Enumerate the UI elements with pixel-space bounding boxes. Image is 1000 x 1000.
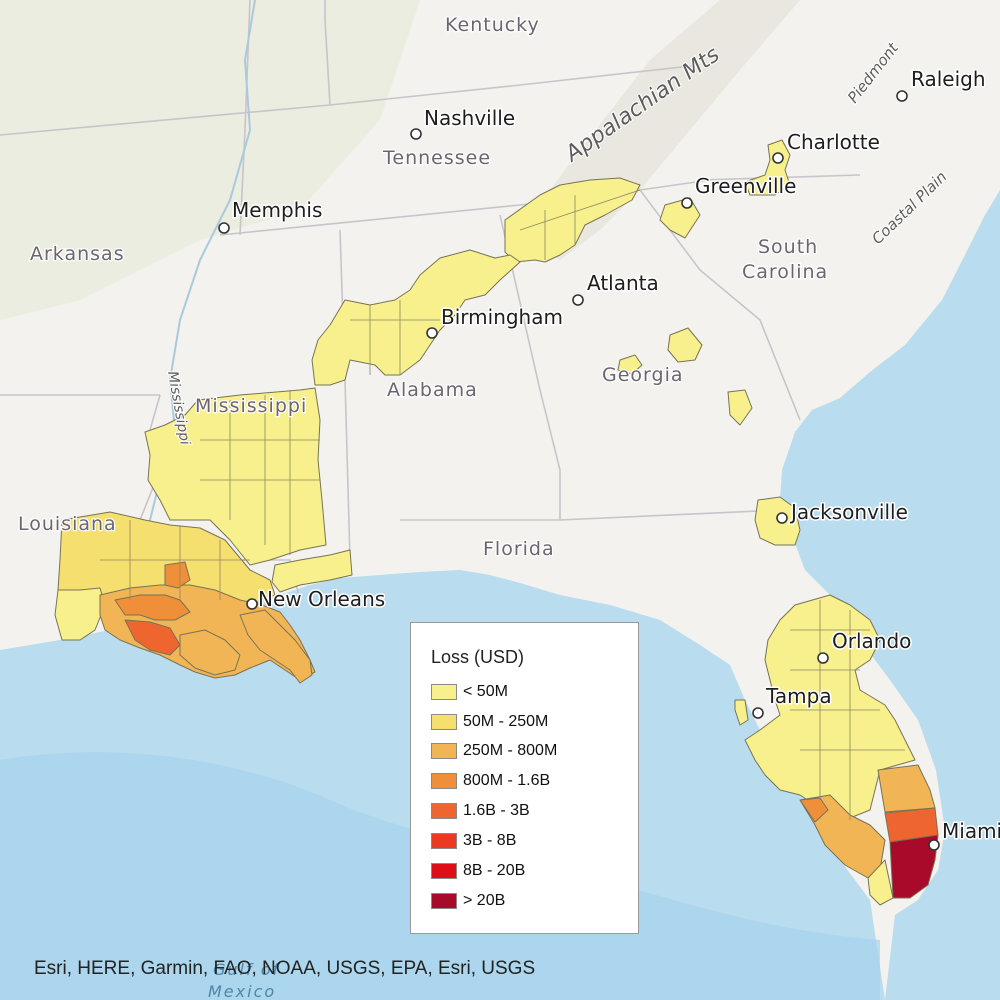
region-collier-south[interactable] [867, 859, 894, 906]
label-tennessee: Tennessee [382, 147, 491, 169]
legend-item: < 50M [431, 681, 508, 703]
region-louisiana-stcharles[interactable] [164, 561, 191, 589]
marker-charlotte [772, 152, 784, 164]
marker-greenville [681, 197, 693, 209]
legend-swatch [431, 893, 457, 909]
marker-atlanta [572, 294, 584, 306]
label-mississippi: Mississippi [195, 395, 307, 417]
region-appalachian-corridor[interactable] [504, 177, 641, 263]
region-mississippi[interactable] [144, 387, 327, 566]
label-miami: Miami [942, 819, 1000, 843]
region-georgia-1[interactable] [667, 327, 703, 363]
legend-swatch [431, 773, 457, 789]
legend-swatch [431, 833, 457, 849]
legend-item: 8B - 20B [431, 860, 525, 882]
region-georgia-2[interactable] [617, 354, 643, 375]
legend-item: 250M - 800M [431, 740, 557, 762]
label-alabama: Alabama [387, 379, 478, 401]
map-attribution[interactable]: Esri, HERE, Garmin, FAO, NOAA, USGS, EPA… [34, 958, 536, 979]
marker-memphis [218, 222, 230, 234]
label-greenville: Greenville [695, 174, 796, 198]
region-southwest-coast[interactable] [799, 797, 829, 823]
terrain-green [0, 0, 420, 320]
legend-item: 1.6B - 3B [431, 800, 530, 822]
label-atlanta: Atlanta [587, 271, 659, 295]
map-legend: Loss (USD) < 50M 50M - 250M 250M - 800M … [410, 622, 639, 934]
region-louisiana-plaquemines[interactable] [239, 609, 313, 684]
legend-label: < 50M [463, 683, 508, 700]
region-georgia-3[interactable] [727, 389, 753, 426]
legend-title: Loss (USD) [431, 647, 525, 667]
marker-new-orleans [246, 598, 258, 610]
state-labels: Kentucky Tennessee Arkansas South Caroli… [17, 13, 829, 562]
marker-birmingham [426, 327, 438, 339]
label-georgia: Georgia [602, 364, 684, 386]
label-new-orleans: New Orleans [258, 587, 385, 611]
label-orlando: Orlando [832, 629, 911, 653]
label-nashville: Nashville [424, 106, 515, 130]
marker-miami [928, 839, 940, 851]
marker-orlando [817, 652, 829, 664]
legend-item: 800M - 1.6B [431, 770, 550, 792]
label-tampa: Tampa [765, 684, 832, 708]
legend-swatch [431, 714, 457, 730]
label-charlotte: Charlotte [787, 130, 880, 154]
county-lines [100, 189, 905, 820]
marker-jacksonville [776, 512, 788, 524]
marker-tampa [752, 707, 764, 719]
legend-swatch [431, 684, 457, 700]
legend-swatch [431, 743, 457, 759]
label-gulf-2: Mexico [208, 982, 276, 1000]
legend-label: > 20B [463, 892, 506, 909]
legend-item: > 20B [431, 890, 505, 912]
label-florida: Florida [483, 538, 555, 560]
label-louisiana: Louisiana [18, 513, 117, 535]
region-palm-beach[interactable] [877, 764, 936, 813]
legend-item: 50M - 250M [431, 711, 548, 733]
label-memphis: Memphis [232, 198, 322, 222]
loss-regions [54, 139, 939, 906]
marker-raleigh [896, 90, 908, 102]
legend-label: 50M - 250M [463, 713, 549, 730]
atlantic-ocean [780, 190, 1000, 1000]
region-louisiana-terrebonne[interactable] [179, 629, 241, 676]
region-central-florida[interactable] [744, 594, 916, 821]
label-south-carolina-1: South [758, 236, 818, 258]
legend-item: 3B - 8B [431, 830, 516, 852]
legend-swatch [431, 863, 457, 879]
region-louisiana-west[interactable] [54, 587, 106, 641]
region-greenville[interactable] [659, 197, 701, 239]
legend-label: 3B - 8B [463, 832, 517, 849]
city-labels: Nashville Memphis Charlotte Raleigh Gree… [231, 66, 1000, 845]
marker-nashville [410, 128, 422, 140]
label-gulf-1: Gulf of [213, 960, 280, 979]
label-arkansas: Arkansas [30, 243, 125, 265]
label-south-carolina-2: Carolina [742, 261, 828, 283]
region-mississippi-coast[interactable] [271, 549, 353, 593]
label-raleigh: Raleigh [911, 67, 986, 91]
legend-label: 8B - 20B [463, 862, 526, 879]
label-kentucky: Kentucky [445, 14, 540, 36]
label-birmingham: Birmingham [441, 305, 563, 329]
legend-swatch [431, 803, 457, 819]
city-markers [218, 90, 940, 851]
legend-label: 800M - 1.6B [463, 772, 551, 789]
legend-label: 250M - 800M [463, 742, 558, 759]
label-jacksonville: Jacksonville [789, 500, 908, 524]
region-alabama-north[interactable] [311, 249, 521, 386]
region-louisiana-stmary[interactable] [124, 619, 181, 656]
legend-label: 1.6B - 3B [463, 802, 530, 819]
region-louisiana-vermilion[interactable] [114, 594, 191, 621]
region-tampa-bay[interactable] [734, 699, 749, 726]
